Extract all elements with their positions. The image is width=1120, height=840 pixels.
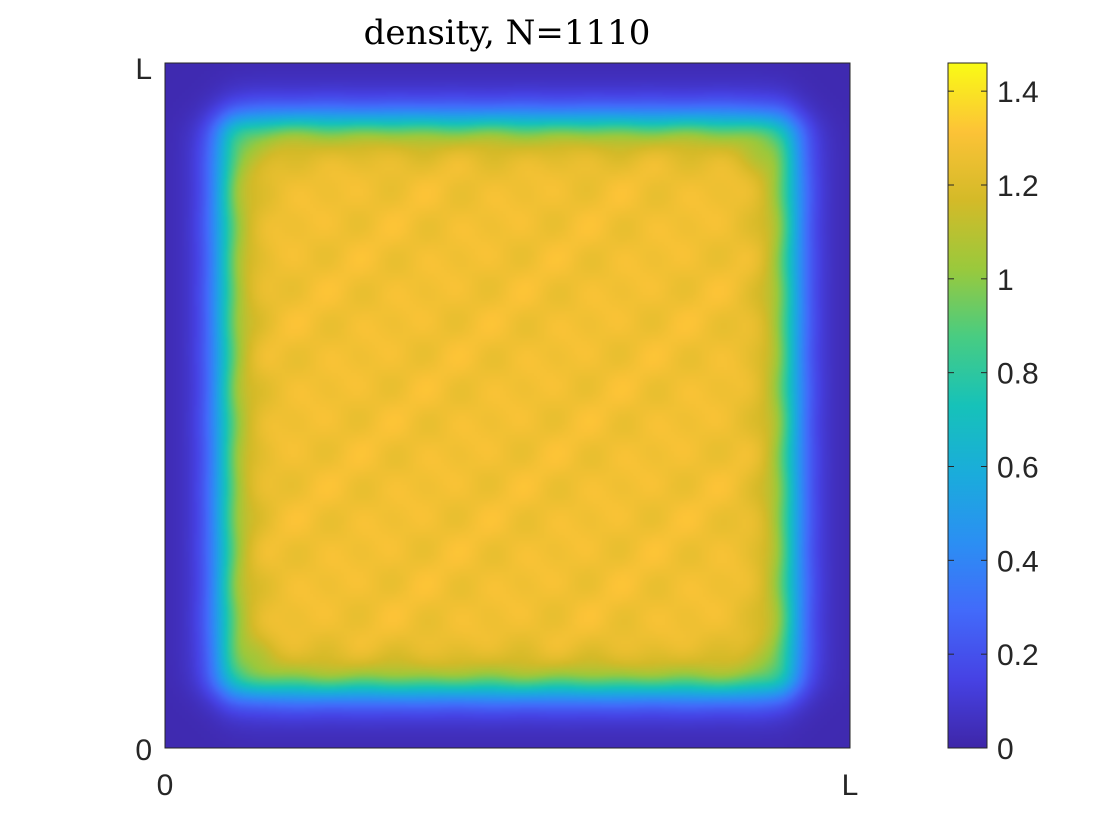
colorbar-tick-label: 0.6 (997, 451, 1039, 484)
colorbar-tick-label: 1.2 (997, 170, 1039, 203)
colorbar-tick-label: 1.4 (997, 76, 1039, 109)
y-tick-label-bottom: 0 (135, 734, 152, 767)
plot-frame (164, 62, 851, 749)
colorbar-tick-label: 0 (997, 733, 1014, 766)
chart-title: density, N=1110 (364, 13, 651, 53)
y-tick-label-top: L (135, 53, 152, 86)
colorbar-tick-label: 0.2 (997, 639, 1039, 672)
colorbar-tick-label: 0.4 (997, 545, 1039, 578)
density-heatmap (165, 63, 850, 748)
x-tick-label-right: L (842, 769, 859, 802)
colorbar-tick-label: 1 (997, 264, 1014, 297)
colorbar-tick-label: 0.8 (997, 358, 1039, 391)
heatmap-plot (164, 62, 851, 749)
x-tick-label-left: 0 (157, 769, 174, 802)
colorbar: 0 0.2 0.4 0.6 0.8 1 1.2 1.4 (947, 62, 1039, 766)
colorbar-frame (947, 62, 988, 749)
colorbar-gradient (948, 63, 987, 748)
